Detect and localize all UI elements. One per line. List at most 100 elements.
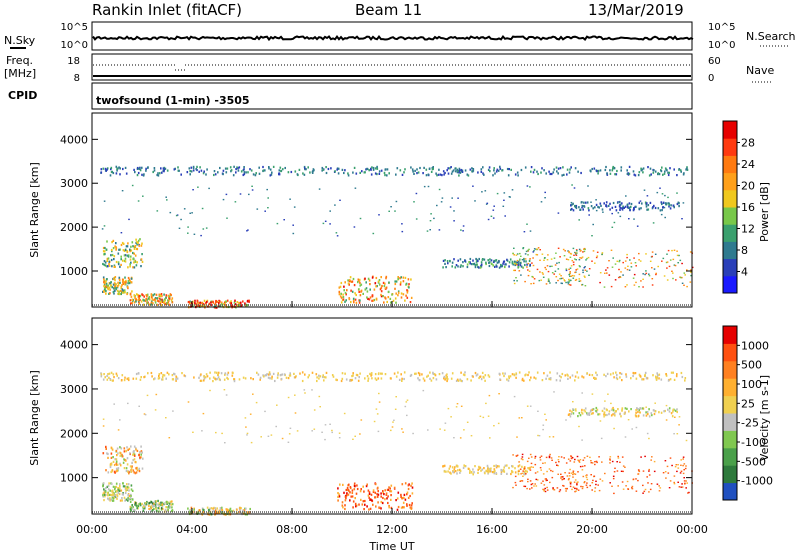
data-point — [665, 419, 668, 421]
data-point — [125, 467, 128, 470]
data-point — [402, 501, 405, 504]
data-point — [519, 468, 522, 470]
data-point — [666, 253, 668, 255]
data-point — [612, 413, 614, 416]
colorbar-segment — [723, 121, 737, 139]
data-point — [245, 171, 247, 174]
data-point — [582, 376, 585, 379]
data-point — [579, 414, 582, 417]
data-point — [583, 201, 585, 204]
data-point — [578, 265, 581, 267]
data-point — [647, 413, 649, 416]
data-point — [448, 467, 451, 470]
data-point — [469, 469, 471, 472]
data-point — [136, 243, 138, 246]
data-point — [145, 297, 147, 301]
data-point — [456, 403, 459, 405]
data-point — [104, 495, 106, 498]
data-point — [567, 259, 570, 261]
data-point — [535, 377, 537, 380]
data-point — [451, 197, 453, 199]
data-point — [642, 278, 644, 280]
data-point — [539, 467, 542, 469]
data-point — [217, 304, 220, 307]
data-point — [124, 257, 127, 260]
y-tick-label: 1000 — [60, 265, 88, 278]
data-point — [129, 299, 132, 302]
data-point — [460, 264, 462, 267]
data-point — [472, 468, 474, 471]
data-point — [664, 167, 667, 170]
data-point — [461, 170, 464, 173]
data-point — [372, 168, 375, 171]
data-point — [443, 173, 445, 176]
data-point — [619, 215, 622, 218]
data-point — [511, 262, 514, 265]
data-point — [202, 412, 205, 415]
data-point — [342, 483, 344, 486]
data-point — [607, 393, 609, 395]
data-point — [116, 169, 118, 172]
data-point — [136, 174, 139, 177]
data-point — [347, 489, 350, 492]
data-point — [138, 294, 140, 298]
data-point — [123, 467, 126, 470]
data-point — [127, 255, 130, 258]
data-point — [230, 169, 233, 172]
data-point — [348, 279, 351, 282]
data-point — [107, 494, 109, 497]
data-point — [481, 468, 484, 471]
data-point — [345, 497, 347, 500]
data-point — [572, 473, 574, 476]
data-point — [296, 173, 299, 176]
data-point — [196, 301, 199, 304]
data-point — [619, 200, 621, 204]
data-point — [638, 373, 641, 376]
data-point — [506, 258, 508, 261]
data-point — [680, 470, 683, 472]
data-point — [116, 454, 118, 457]
data-point — [645, 411, 647, 414]
data-point — [557, 464, 559, 467]
data-point — [117, 487, 119, 490]
data-point — [287, 441, 290, 443]
data-point — [556, 262, 558, 264]
data-point — [514, 173, 517, 176]
data-point — [115, 283, 117, 286]
data-point — [113, 376, 115, 379]
data-point — [634, 372, 637, 375]
data-point — [138, 454, 140, 457]
data-point — [532, 251, 535, 253]
data-point — [237, 167, 239, 170]
data-point — [366, 167, 368, 170]
data-point — [137, 505, 140, 508]
data-point — [672, 277, 674, 280]
data-point — [154, 409, 157, 411]
data-point — [611, 212, 613, 215]
data-point — [446, 169, 448, 172]
data-point — [102, 485, 104, 488]
data-point — [367, 379, 369, 382]
data-point — [518, 260, 520, 263]
data-point — [150, 301, 153, 304]
data-point — [294, 394, 296, 396]
data-point — [353, 226, 356, 228]
data-point — [638, 259, 640, 261]
data-point — [294, 412, 297, 414]
data-point — [316, 376, 318, 379]
data-point — [127, 242, 129, 245]
data-point — [153, 293, 156, 296]
data-point — [422, 377, 425, 380]
data-point — [569, 460, 572, 462]
data-point — [551, 470, 554, 473]
data-point — [493, 468, 496, 471]
colorbar-tick-label: -100 — [741, 436, 766, 449]
data-point — [462, 230, 464, 232]
data-point — [574, 458, 576, 461]
data-point — [411, 502, 413, 505]
data-point — [122, 482, 124, 485]
data-point — [515, 455, 518, 457]
data-point — [646, 208, 648, 211]
data-point — [659, 209, 662, 212]
data-point — [144, 299, 147, 302]
